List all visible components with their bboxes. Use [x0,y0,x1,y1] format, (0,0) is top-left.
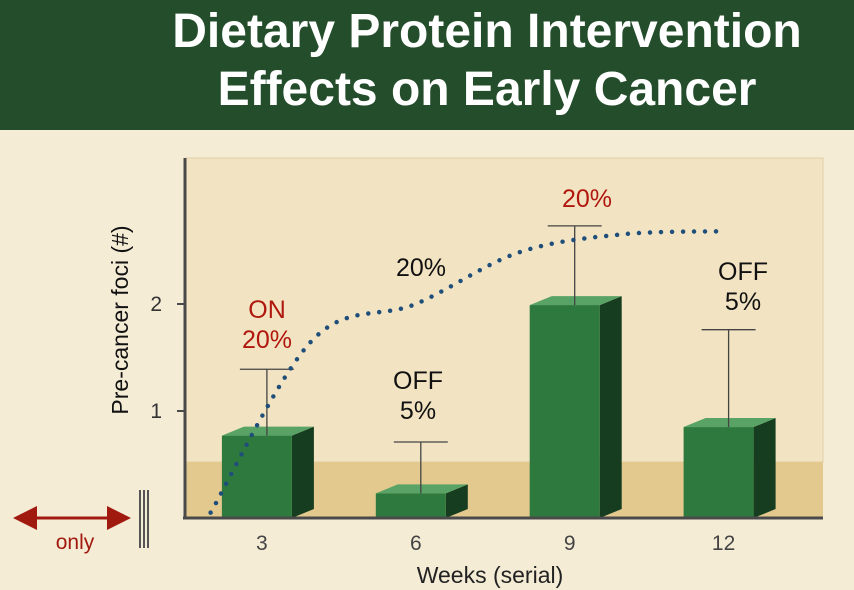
bar-6 [375,493,446,518]
title-banner: Dietary Protein Intervention Effects on … [0,0,854,130]
range-note-label: only [56,531,95,554]
bar-top-9 [529,296,622,306]
annotation-1-line-2: 20% [242,326,292,354]
x-tick-label-9: 9 [564,532,576,555]
bar-side-3 [291,426,314,518]
annotation-4-line-1: 20% [562,185,612,213]
bars-group [221,296,776,518]
y-tick-label-2: 2 [150,293,162,316]
annotation-5-line-1: OFF [718,258,768,286]
y-ticks-group: 12 [150,293,185,423]
bar-top-12 [683,418,776,428]
y-axis-label: Pre-cancer foci (#) [107,225,133,414]
bar-top-3 [221,426,314,436]
plot-background-upper [185,157,824,463]
x-tick-label-3: 3 [256,532,268,555]
annotation-5-line-2: 5% [725,288,761,316]
chart-title-line-1: Dietary Protein Intervention [172,5,802,58]
x-tick-label-6: 6 [410,532,422,555]
annotation-2-line-2: 5% [400,397,436,425]
chart-title-line-2: Effects on Early Cancer [217,63,757,116]
x-ticks-group: 3 6 9 12 [256,532,735,555]
x-axis-label: Weeks (serial) [417,562,564,588]
bar-9 [529,305,600,518]
annotation-3-line-1: 20% [396,254,446,282]
axis-break-mark [139,490,149,548]
bar-side-6 [445,484,468,518]
annotation-1-line-1: ON [248,296,286,324]
annotation-2-line-1: OFF [393,367,443,395]
bar-3 [221,435,292,518]
y-tick-label-1: 1 [150,400,162,423]
bar-side-12 [753,418,776,518]
bar-side-9 [599,296,622,518]
x-tick-label-12: 12 [712,532,735,555]
bar-12 [683,427,754,518]
bar-top-6 [375,484,468,494]
